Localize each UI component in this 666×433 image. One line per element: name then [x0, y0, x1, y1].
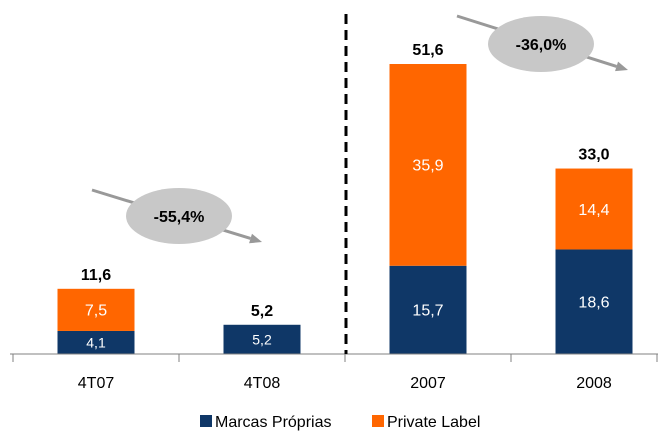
legend-label: Private Label [387, 414, 480, 431]
bar-4T08-marcas-proprias [223, 324, 301, 354]
x-tick-label: 2007 [410, 375, 446, 392]
total-label: 51,6 [412, 42, 443, 59]
x-tick-labels: 4T07 4T08 2007 2008 [78, 375, 612, 392]
data-label: 35,9 [412, 158, 443, 175]
legend-label: Marcas Próprias [215, 414, 331, 431]
bar-4T07-private-label [57, 288, 135, 331]
data-label: 5,2 [252, 331, 272, 347]
legend-swatch [200, 415, 212, 427]
bar-2007-private-label [389, 64, 467, 266]
change-bubble [488, 16, 594, 72]
bars-layer: 4,1 7,5 11,6 5,2 5,2 15,7 35,9 51,6 18,6 14,4 33,0 [57, 42, 633, 354]
bar-2007-marcas-proprias [389, 265, 467, 354]
change-label: -55,4% [154, 209, 205, 226]
change-bubble [126, 188, 232, 244]
annotations-layer: -55,4% -36,0% [91, 14, 628, 244]
x-tick-marks [12, 354, 658, 362]
x-tick-label: 4T07 [78, 375, 115, 392]
data-label: 4,1 [86, 335, 106, 351]
data-label: 7,5 [85, 303, 107, 320]
change-label: -36,0% [516, 37, 567, 54]
bar-2008-marcas-proprias [555, 249, 633, 354]
trend-arrow-head [249, 233, 262, 244]
total-label: 5,2 [251, 303, 273, 320]
trend-arrow-head [615, 61, 628, 72]
total-label: 11,6 [81, 267, 111, 284]
data-label: 14,4 [578, 202, 609, 219]
legend: Marcas Próprias Private Label [200, 414, 480, 431]
x-tick-label: 2008 [576, 375, 612, 392]
bar-4T07-marcas-proprias [57, 330, 135, 354]
x-tick-label: 4T08 [244, 375, 281, 392]
data-label: 18,6 [578, 294, 609, 311]
bar-2008-private-label [555, 168, 633, 250]
data-label: 15,7 [412, 303, 443, 320]
total-label: 33,0 [578, 147, 609, 164]
legend-swatch [372, 415, 384, 427]
